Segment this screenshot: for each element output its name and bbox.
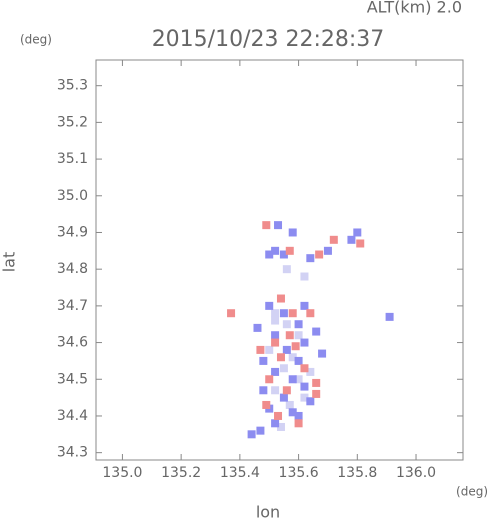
radar-echo bbox=[300, 393, 309, 402]
radar-echo bbox=[271, 386, 280, 395]
radar-echo bbox=[282, 386, 291, 395]
radar-echo bbox=[227, 309, 236, 318]
radar-echo bbox=[247, 430, 256, 439]
radar-echo bbox=[279, 364, 288, 373]
y-tick-label: 35.2 bbox=[57, 114, 88, 130]
radar-echo bbox=[271, 331, 280, 340]
altitude-label: ALT(km) 2.0 bbox=[367, 0, 462, 17]
radar-echo bbox=[253, 323, 262, 332]
y-tick-label: 35.0 bbox=[57, 188, 88, 204]
radar-echo bbox=[300, 364, 309, 373]
radar-echo bbox=[288, 375, 297, 384]
x-tick-label: 135.0 bbox=[102, 465, 142, 481]
radar-echo bbox=[300, 338, 309, 347]
radar-echo bbox=[276, 422, 285, 431]
radar-echo bbox=[294, 419, 303, 428]
radar-echo bbox=[288, 228, 297, 237]
y-tick-label: 34.7 bbox=[57, 298, 88, 314]
radar-echo bbox=[276, 294, 285, 303]
y-tick-label: 34.4 bbox=[57, 408, 88, 424]
x-tick-label: 135.2 bbox=[161, 465, 201, 481]
radar-echo bbox=[282, 320, 291, 329]
y-tick-label: 34.3 bbox=[57, 445, 88, 461]
radar-echo bbox=[312, 389, 321, 398]
radar-echo bbox=[306, 254, 315, 263]
y-tick-label: 34.6 bbox=[57, 335, 88, 351]
radar-echo bbox=[288, 353, 297, 362]
radar-echo bbox=[306, 309, 315, 318]
y-tick-label: 34.9 bbox=[57, 224, 88, 240]
radar-echo bbox=[271, 367, 280, 376]
radar-echo bbox=[288, 408, 297, 417]
radar-echo bbox=[323, 246, 332, 255]
radar-echo bbox=[300, 382, 309, 391]
y-tick-label: 34.5 bbox=[57, 371, 88, 387]
radar-echo bbox=[271, 246, 280, 255]
radar-echo bbox=[271, 316, 280, 325]
radar-echo bbox=[265, 301, 274, 310]
radar-echo bbox=[259, 356, 268, 365]
chart-title: 2015/10/23 22:28:37 bbox=[152, 27, 385, 52]
y-axis-label: lat bbox=[0, 252, 19, 273]
radar-echo bbox=[271, 309, 280, 318]
radar-echo bbox=[385, 312, 394, 321]
radar-echo bbox=[356, 239, 365, 248]
radar-echo bbox=[279, 309, 288, 318]
x-axis-label: lon bbox=[256, 503, 280, 522]
radar-echo bbox=[294, 320, 303, 329]
radar-echo bbox=[276, 353, 285, 362]
y-tick-label: 34.8 bbox=[57, 261, 88, 277]
radar-echo bbox=[312, 327, 321, 336]
x-tick-label: 136.0 bbox=[396, 465, 436, 481]
x-tick-label: 135.4 bbox=[220, 465, 260, 481]
radar-echo bbox=[271, 338, 280, 347]
radar-echo bbox=[262, 221, 271, 230]
radar-echo bbox=[294, 331, 303, 340]
radar-echo bbox=[294, 356, 303, 365]
y-unit: (deg) bbox=[20, 33, 52, 47]
radar-echo bbox=[285, 246, 294, 255]
radar-echo bbox=[271, 419, 280, 428]
radar-echo bbox=[318, 349, 327, 358]
radar-echo bbox=[279, 393, 288, 402]
radar-echo bbox=[262, 400, 271, 409]
x-tick-label: 135.8 bbox=[337, 465, 377, 481]
radar-echo bbox=[285, 400, 294, 409]
radar-echo bbox=[274, 411, 283, 420]
radar-echo bbox=[282, 265, 291, 274]
radar-echo bbox=[294, 411, 303, 420]
radar-echo bbox=[312, 378, 321, 387]
radar-echo bbox=[279, 250, 288, 259]
radar-echo bbox=[285, 331, 294, 340]
radar-echo bbox=[300, 272, 309, 281]
x-tick-label: 135.6 bbox=[279, 465, 319, 481]
radar-echo bbox=[294, 375, 303, 384]
y-tick-label: 35.3 bbox=[57, 78, 88, 94]
radar-echo bbox=[288, 309, 297, 318]
radar-echo bbox=[306, 367, 315, 376]
radar-echo bbox=[306, 397, 315, 406]
radar-echo bbox=[265, 375, 274, 384]
x-unit: (deg) bbox=[456, 485, 488, 499]
radar-echo bbox=[265, 345, 274, 354]
radar-echo bbox=[256, 426, 265, 435]
radar-echo bbox=[329, 235, 338, 244]
radar-echo bbox=[300, 301, 309, 310]
radar-echo bbox=[315, 250, 324, 259]
radar-echo bbox=[259, 386, 268, 395]
y-tick-label: 35.1 bbox=[57, 151, 88, 167]
radar-echo bbox=[256, 345, 265, 354]
radar-echo bbox=[291, 342, 300, 351]
radar-echo bbox=[282, 345, 291, 354]
radar-echo bbox=[353, 228, 362, 237]
plot-frame bbox=[95, 59, 464, 461]
radar-echo bbox=[265, 250, 274, 259]
radar-echo bbox=[347, 235, 356, 244]
radar-echo bbox=[274, 221, 283, 230]
